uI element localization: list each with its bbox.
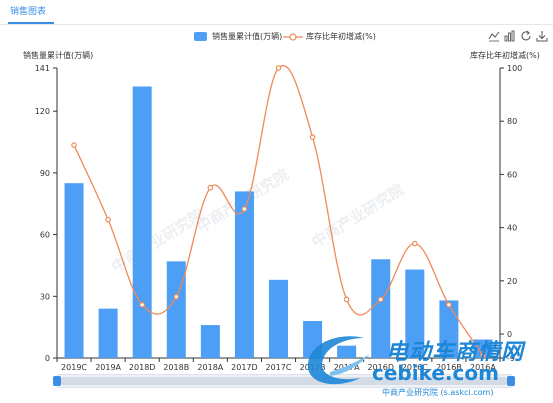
line-point (309, 134, 316, 140)
line-point (241, 206, 248, 212)
bar (200, 325, 220, 358)
bar (337, 345, 357, 358)
legend-bar-swatch[interactable] (194, 32, 207, 41)
bar (132, 86, 152, 359)
y-right-tick-label: 80 (507, 117, 517, 126)
line-series (71, 65, 486, 359)
y-right-tick-label: 0 (507, 330, 512, 339)
y-left-tick-label: 120 (35, 107, 50, 116)
y-right-tick-label: 100 (507, 64, 522, 73)
line-point (275, 65, 282, 71)
restore-icon[interactable] (520, 30, 532, 42)
legend-line-label[interactable]: 库存比年初增减(%) (306, 32, 376, 41)
bar-series (64, 86, 493, 359)
y-axis-left-title: 销售量累计值(万辆) (23, 51, 94, 60)
chart-legend: 销售量累计值(万辆) 库存比年初增减(%) (0, 30, 553, 44)
line-point (139, 301, 145, 308)
line-point (480, 352, 486, 359)
bar-chart-icon[interactable] (504, 30, 516, 42)
line-point (71, 142, 77, 148)
bar (234, 191, 254, 358)
line-point (377, 296, 384, 303)
bar (371, 259, 391, 358)
line-point (173, 294, 180, 300)
y-left-tick-label: 30 (40, 292, 50, 301)
bar (405, 269, 425, 358)
data-zoom-range[interactable] (61, 377, 507, 385)
legend-bar-label[interactable]: 销售量累计值(万辆) (212, 32, 283, 41)
x-tick-label: 2017D (231, 363, 258, 372)
x-tick-label: 2018A (197, 363, 223, 372)
bar (269, 279, 288, 358)
logo-text-cn: 电动车商情网 (386, 340, 525, 365)
x-tick-label: 2018D (129, 363, 156, 372)
y-right-tick-label: 40 (507, 224, 517, 233)
y-right-tick-label: 60 (507, 170, 517, 179)
x-tick-label: 2016D (367, 363, 394, 372)
tab-bar: 销售图表 (0, 0, 553, 25)
line-point (207, 184, 214, 191)
chart-toolbox (488, 30, 550, 44)
bar (473, 339, 493, 358)
x-tick-label: 2019C (61, 363, 87, 372)
y-left-tick-label: 60 (40, 231, 50, 240)
y-left-tick-label: 0 (45, 354, 50, 363)
data-zoom-handle-left[interactable] (53, 376, 61, 386)
y-axis-right-title: 库存比年初增减(%) (470, 51, 540, 60)
y-right-tick-label: 20 (507, 277, 517, 286)
bar (64, 183, 84, 358)
data-zoom-slider[interactable] (53, 374, 515, 388)
x-tick-label: 2016C (402, 363, 428, 372)
bar (166, 261, 186, 358)
logo-text-en: cebike.com (372, 361, 499, 385)
download-icon[interactable] (536, 30, 548, 42)
x-tick-label: 2017C (266, 363, 292, 372)
data-zoom-handle-right[interactable] (507, 376, 515, 386)
tab-sales-chart[interactable]: 销售图表 (10, 7, 47, 17)
line-point (343, 296, 350, 303)
y-left-tick-label: 90 (40, 169, 50, 178)
x-tick-label: 2019A (95, 363, 121, 372)
line-point (105, 216, 111, 223)
legend-line-swatch[interactable] (283, 32, 303, 42)
logo-swoosh-icon (307, 336, 370, 385)
line-chart-icon[interactable] (488, 30, 500, 42)
x-tick-label: 2016B (436, 363, 462, 372)
source-credit: 中商产业研究院 (s.askci.com) (382, 388, 494, 397)
x-tick-label: 2016A (470, 363, 496, 372)
line-point (446, 301, 452, 308)
bar (98, 308, 118, 358)
tab-active-indicator (8, 22, 54, 24)
x-tick-label: 2018B (163, 363, 189, 372)
site-logo: 电动车商情网 cebike.com (300, 328, 553, 403)
bar (439, 300, 459, 358)
y-right-tick-label: -9 (507, 354, 515, 363)
line-point (412, 240, 418, 247)
y-left-tick-label: 141 (35, 64, 50, 73)
